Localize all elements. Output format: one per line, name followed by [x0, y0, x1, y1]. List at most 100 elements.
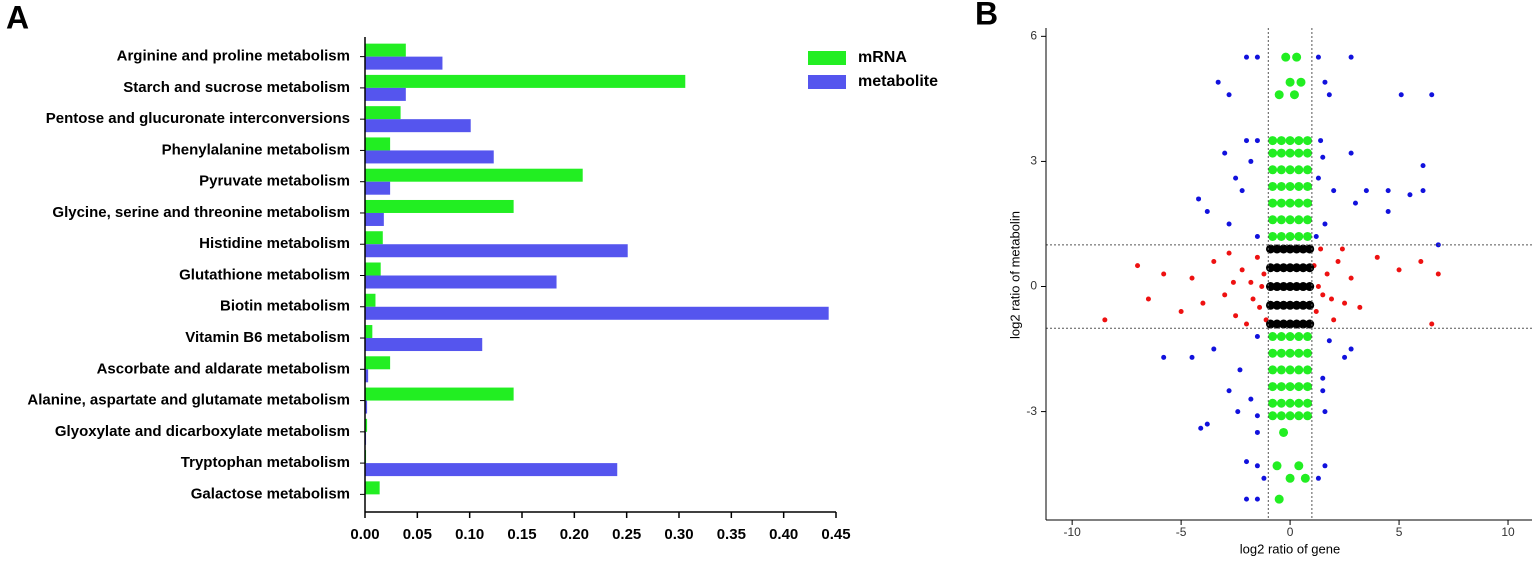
- point: [1272, 300, 1282, 310]
- bar: [365, 387, 514, 401]
- x-tick-label: 0.35: [717, 526, 746, 543]
- point: [1318, 138, 1324, 144]
- point: [1204, 421, 1210, 427]
- point: [1244, 138, 1250, 144]
- point: [1274, 494, 1284, 504]
- point: [1268, 198, 1278, 208]
- point: [1244, 54, 1250, 60]
- point: [1305, 244, 1315, 254]
- point: [1161, 271, 1167, 277]
- y-tick-label: Biotin metabolism: [220, 298, 350, 315]
- point: [1244, 321, 1250, 327]
- point: [1303, 411, 1313, 421]
- y-tick-label: Starch and sucrose metabolism: [123, 79, 350, 96]
- point: [1315, 475, 1321, 481]
- x-tick-label: 0.00: [350, 526, 379, 543]
- point: [1276, 165, 1286, 175]
- point: [1254, 233, 1260, 239]
- point: [1200, 300, 1206, 306]
- point: [1285, 198, 1295, 208]
- bar: [365, 87, 406, 101]
- point: [1268, 136, 1278, 146]
- point: [1348, 54, 1354, 60]
- point: [1303, 148, 1313, 158]
- legend-label: mRNA: [858, 49, 907, 66]
- bar: [365, 463, 618, 477]
- bar: [365, 306, 829, 320]
- point: [1268, 348, 1278, 358]
- point: [1145, 296, 1151, 302]
- point: [1233, 175, 1239, 181]
- point: [1294, 382, 1304, 392]
- point: [1352, 200, 1358, 206]
- point: [1285, 165, 1295, 175]
- bar: [365, 275, 557, 289]
- point: [1248, 158, 1254, 164]
- bar: [365, 119, 471, 133]
- point: [1268, 398, 1278, 408]
- point: [1285, 215, 1295, 225]
- point: [1285, 319, 1295, 329]
- point: [1385, 208, 1391, 214]
- point: [1276, 398, 1286, 408]
- point: [1268, 411, 1278, 421]
- point: [1294, 411, 1304, 421]
- point: [1235, 409, 1241, 415]
- point: [1265, 300, 1275, 310]
- point: [1261, 271, 1267, 277]
- point: [1268, 332, 1278, 342]
- point: [1294, 136, 1304, 146]
- y-axis-label: log2 ratio of metabolin: [1007, 211, 1022, 339]
- point: [1279, 300, 1289, 310]
- y-tick-label: Alanine, aspartate and glutamate metabol…: [27, 392, 350, 409]
- point: [1318, 246, 1324, 252]
- bar: [365, 43, 406, 57]
- point: [1268, 165, 1278, 175]
- bar: [365, 74, 686, 88]
- point: [1268, 148, 1278, 158]
- point: [1303, 332, 1313, 342]
- point: [1268, 181, 1278, 191]
- point: [1285, 136, 1295, 146]
- point: [1294, 198, 1304, 208]
- point: [1320, 388, 1326, 394]
- point: [1272, 244, 1282, 254]
- point: [1292, 319, 1302, 329]
- point: [1313, 233, 1319, 239]
- point: [1305, 319, 1315, 329]
- x-tick-label: 0: [1287, 525, 1294, 539]
- y-tick-label: 3: [1030, 154, 1037, 168]
- point: [1161, 354, 1167, 360]
- y-tick-label: Glyoxylate and dicarboxylate metabolism: [55, 423, 350, 440]
- bar: [365, 137, 391, 151]
- point: [1315, 175, 1321, 181]
- x-axis-label: log2 ratio of gene: [1240, 541, 1340, 556]
- point: [1320, 375, 1326, 381]
- point: [1285, 473, 1295, 483]
- point: [1305, 300, 1315, 310]
- point: [1292, 263, 1302, 273]
- point: [1257, 304, 1263, 310]
- point: [1363, 188, 1369, 194]
- point: [1322, 409, 1328, 415]
- point: [1272, 263, 1282, 273]
- point: [1274, 90, 1284, 100]
- y-tick-label: 6: [1030, 29, 1037, 43]
- point: [1294, 231, 1304, 241]
- point: [1303, 398, 1313, 408]
- point: [1261, 475, 1267, 481]
- point: [1407, 192, 1413, 198]
- point: [1357, 304, 1363, 310]
- point: [1254, 334, 1260, 340]
- point: [1285, 181, 1295, 191]
- point: [1285, 282, 1295, 292]
- point: [1279, 319, 1289, 329]
- point: [1294, 148, 1304, 158]
- point: [1189, 275, 1195, 281]
- point: [1233, 313, 1239, 319]
- point: [1285, 148, 1295, 158]
- legend-label: metabolite: [858, 73, 938, 90]
- point: [1303, 365, 1313, 375]
- point: [1135, 263, 1141, 269]
- point: [1254, 54, 1260, 60]
